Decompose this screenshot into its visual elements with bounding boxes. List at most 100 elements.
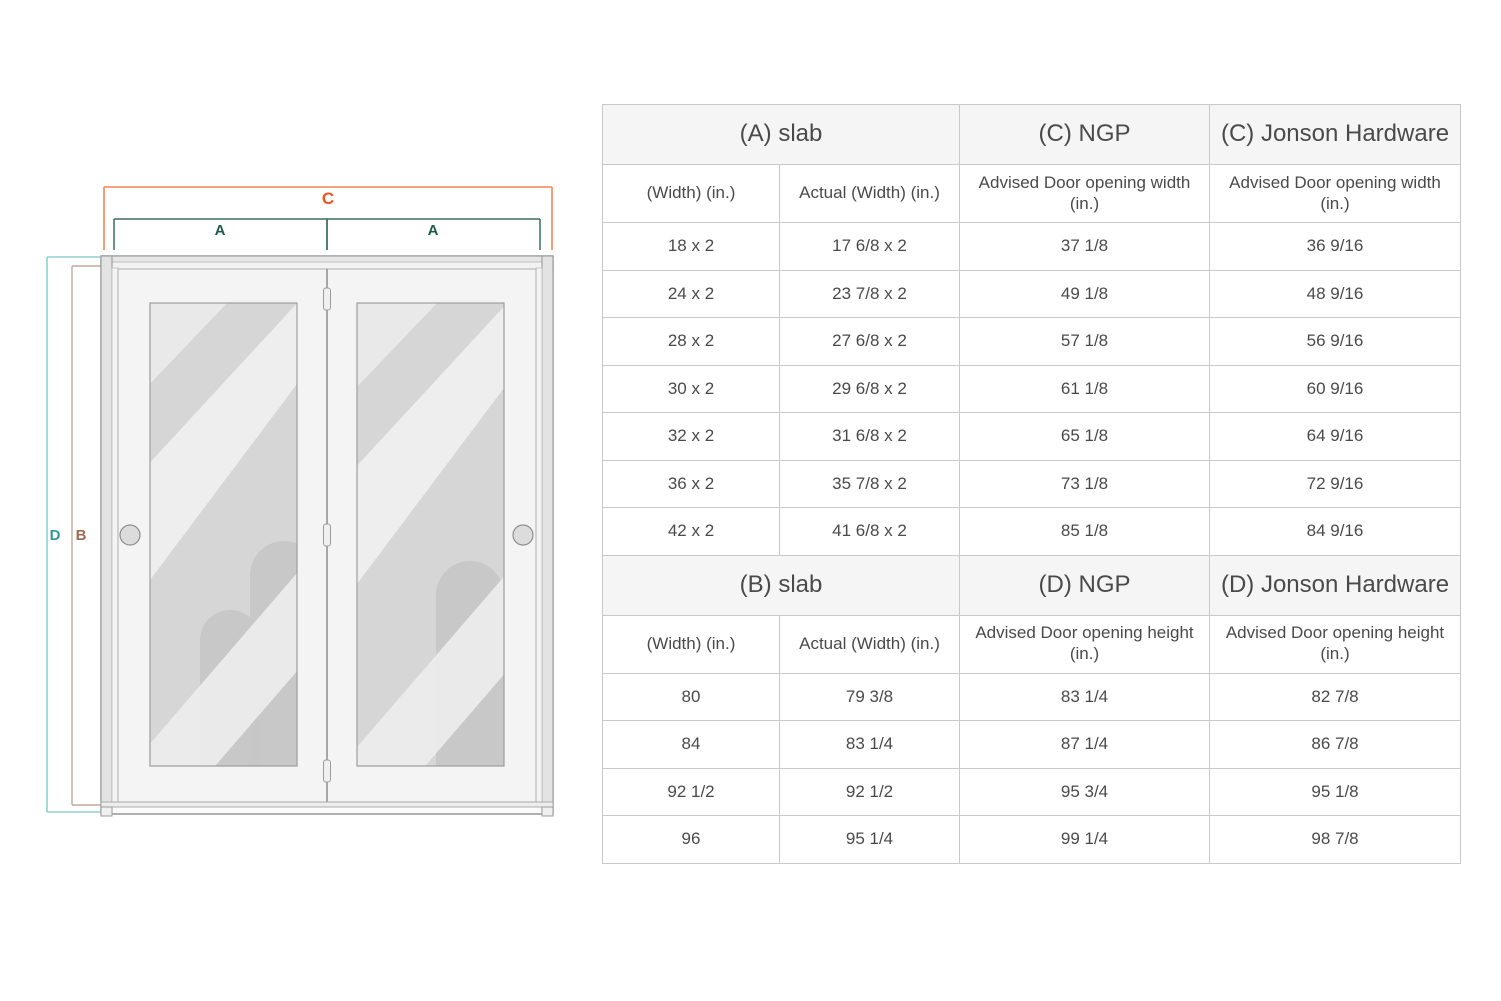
- col-actual-width-in: Actual (Width) (in.): [779, 164, 960, 223]
- cell-width: 28 x 2: [602, 317, 780, 366]
- cell-width: 36 x 2: [602, 459, 780, 508]
- right-side-jamb: [541, 255, 554, 815]
- width-column-header-row: (Width) (in.) Actual (Width) (in.) Advis…: [602, 164, 1461, 223]
- cell-actual-height: 83 1/4: [779, 720, 960, 769]
- cell-height: 84: [602, 720, 780, 769]
- dimension-label-c: C: [322, 189, 334, 208]
- cell-height: 80: [602, 672, 780, 721]
- cell-ngp-width: 57 1/8: [959, 317, 1210, 366]
- glass-lite-right: [356, 302, 505, 767]
- cell-jonson-height: 82 7/8: [1209, 672, 1461, 721]
- cell-ngp-height: 95 3/4: [959, 767, 1210, 816]
- cell-ngp-width: 37 1/8: [959, 222, 1210, 271]
- dimension-label-a-left: A: [215, 222, 226, 239]
- dimension-label-a-right: A: [428, 222, 439, 239]
- cell-ngp-width: 61 1/8: [959, 364, 1210, 413]
- cell-actual-height: 92 1/2: [779, 767, 960, 816]
- cell-jonson-width: 84 9/16: [1209, 507, 1461, 556]
- cell-ngp-width: 65 1/8: [959, 412, 1210, 461]
- cell-jonson-width: 56 9/16: [1209, 317, 1461, 366]
- col-actual-height-in: Actual (Width) (in.): [779, 614, 960, 674]
- door-diagram-svg: C A A D B: [46, 186, 554, 817]
- flush-bolt-middle-icon: [323, 523, 331, 547]
- cell-ngp-width: 49 1/8: [959, 269, 1210, 318]
- header-b-slab: (B) slab: [602, 554, 960, 616]
- height-section-header-row: (B) slab (D) NGP (D) Jonson Hardware: [602, 554, 1461, 616]
- cell-ngp-height: 83 1/4: [959, 672, 1210, 721]
- cell-width: 30 x 2: [602, 364, 780, 413]
- header-d-ngp: (D) NGP: [959, 554, 1210, 616]
- door-assembly: [100, 255, 554, 817]
- cell-width: 42 x 2: [602, 507, 780, 556]
- table-row: 32 x 2 31 6/8 x 2 65 1/8 64 9/16: [602, 412, 1461, 461]
- dimension-label-d: D: [50, 527, 61, 544]
- cell-jonson-height: 95 1/8: [1209, 767, 1461, 816]
- col-height-width-in: (Width) (in.): [602, 614, 780, 674]
- dimension-bracket-c: [103, 186, 553, 250]
- cell-height: 92 1/2: [602, 767, 780, 816]
- cell-actual-width: 41 6/8 x 2: [779, 507, 960, 556]
- cell-width: 18 x 2: [602, 222, 780, 271]
- cell-actual-width: 31 6/8 x 2: [779, 412, 960, 461]
- door-diagram: C A A D B: [0, 0, 600, 1001]
- table-row: 96 95 1/4 99 1/4 98 7/8: [602, 815, 1461, 864]
- flush-bolt-bottom-icon: [323, 759, 331, 783]
- cell-jonson-width: 48 9/16: [1209, 269, 1461, 318]
- cell-jonson-width: 64 9/16: [1209, 412, 1461, 461]
- table-row: 84 83 1/4 87 1/4 86 7/8: [602, 720, 1461, 769]
- table-row: 24 x 2 23 7/8 x 2 49 1/8 48 9/16: [602, 269, 1461, 318]
- left-jamb-liner: [111, 267, 119, 803]
- cell-jonson-height: 86 7/8: [1209, 720, 1461, 769]
- door-knob-left-icon[interactable]: [119, 524, 141, 546]
- table-row: 80 79 3/8 83 1/4 82 7/8: [602, 672, 1461, 721]
- header-c-ngp: (C) NGP: [959, 104, 1210, 165]
- head-jamb-inner: [107, 261, 547, 270]
- spec-table-container: (A) slab (C) NGP (C) Jonson Hardware (Wi…: [602, 104, 1461, 864]
- cell-jonson-width: 60 9/16: [1209, 364, 1461, 413]
- height-column-header-row: (Width) (in.) Actual (Width) (in.) Advis…: [602, 614, 1461, 674]
- cell-ngp-height: 87 1/4: [959, 720, 1210, 769]
- left-side-jamb: [100, 255, 113, 815]
- header-d-jonson-hardware: (D) Jonson Hardware: [1209, 554, 1461, 616]
- header-c-jonson-hardware: (C) Jonson Hardware: [1209, 104, 1461, 165]
- cell-ngp-height: 99 1/4: [959, 815, 1210, 864]
- cell-ngp-width: 85 1/8: [959, 507, 1210, 556]
- cell-actual-width: 35 7/8 x 2: [779, 459, 960, 508]
- door-knob-right-icon[interactable]: [512, 524, 534, 546]
- cell-height: 96: [602, 815, 780, 864]
- cell-actual-width: 29 6/8 x 2: [779, 364, 960, 413]
- right-jamb-foot: [541, 806, 554, 817]
- cell-width: 24 x 2: [602, 269, 780, 318]
- cell-actual-height: 79 3/8: [779, 672, 960, 721]
- cell-jonson-width: 72 9/16: [1209, 459, 1461, 508]
- flush-bolt-top-icon: [323, 287, 331, 311]
- cell-jonson-height: 98 7/8: [1209, 815, 1461, 864]
- table-row: 92 1/2 92 1/2 95 3/4 95 1/8: [602, 767, 1461, 816]
- cell-actual-width: 23 7/8 x 2: [779, 269, 960, 318]
- right-jamb-liner: [535, 267, 543, 803]
- dimension-bracket-d: [46, 256, 100, 813]
- dimension-label-b: B: [76, 527, 87, 544]
- cell-ngp-width: 73 1/8: [959, 459, 1210, 508]
- table-row: 18 x 2 17 6/8 x 2 37 1/8 36 9/16: [602, 222, 1461, 271]
- col-advised-opening-width-jonson: Advised Door opening width (in.): [1209, 164, 1461, 223]
- cell-actual-width: 17 6/8 x 2: [779, 222, 960, 271]
- table-row: 42 x 2 41 6/8 x 2 85 1/8 84 9/16: [602, 507, 1461, 556]
- door-size-spec-table: (A) slab (C) NGP (C) Jonson Hardware (Wi…: [602, 104, 1461, 864]
- col-width-in: (Width) (in.): [602, 164, 780, 223]
- col-advised-opening-height-ngp: Advised Door opening height (in.): [959, 614, 1210, 674]
- cell-width: 32 x 2: [602, 412, 780, 461]
- glass-lite-left: [149, 302, 298, 767]
- col-advised-opening-width-ngp: Advised Door opening width (in.): [959, 164, 1210, 223]
- cell-actual-height: 95 1/4: [779, 815, 960, 864]
- cell-actual-width: 27 6/8 x 2: [779, 317, 960, 366]
- col-advised-opening-height-jonson: Advised Door opening height (in.): [1209, 614, 1461, 674]
- threshold-sill: [100, 801, 554, 808]
- cell-jonson-width: 36 9/16: [1209, 222, 1461, 271]
- width-section-header-row: (A) slab (C) NGP (C) Jonson Hardware: [602, 104, 1461, 165]
- dimension-bracket-b: [71, 265, 103, 806]
- table-row: 30 x 2 29 6/8 x 2 61 1/8 60 9/16: [602, 364, 1461, 413]
- table-row: 36 x 2 35 7/8 x 2 73 1/8 72 9/16: [602, 459, 1461, 508]
- table-row: 28 x 2 27 6/8 x 2 57 1/8 56 9/16: [602, 317, 1461, 366]
